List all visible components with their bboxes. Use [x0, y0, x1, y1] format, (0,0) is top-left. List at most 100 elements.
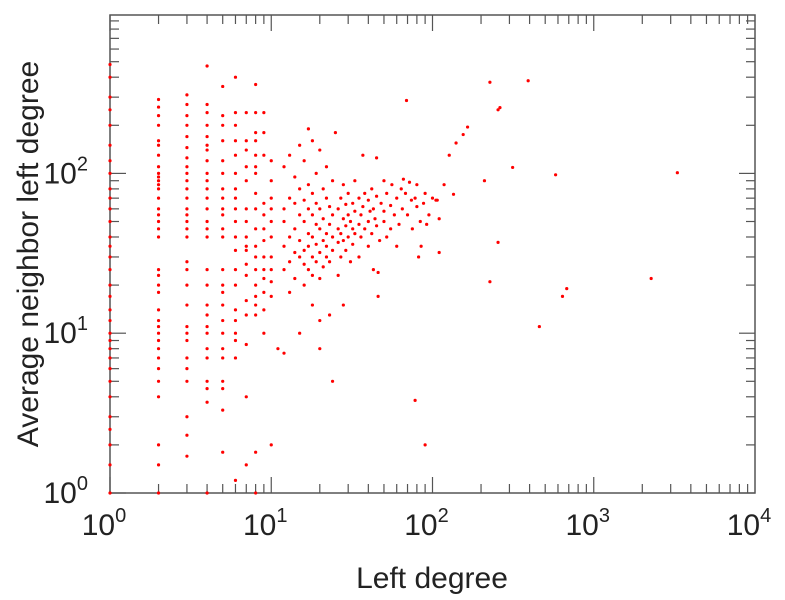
data-point: [156, 331, 161, 335]
data-point: [282, 268, 286, 272]
data-point: [417, 255, 421, 259]
data-point: [185, 415, 189, 419]
data-point: [330, 379, 335, 383]
data-point: [156, 175, 161, 179]
data-point: [156, 235, 161, 239]
data-point: [221, 171, 225, 175]
data-point: [341, 303, 345, 307]
tick-base: 10: [566, 509, 599, 542]
data-point: [327, 204, 332, 209]
tick-base: 10: [404, 509, 437, 542]
data-point: [370, 187, 374, 191]
data-point: [233, 219, 238, 224]
data-point: [310, 235, 315, 239]
data-point: [262, 238, 266, 243]
data-point: [403, 191, 408, 195]
data-points: [108, 62, 679, 495]
data-point: [205, 179, 209, 183]
data-point: [451, 192, 456, 196]
data-point: [330, 248, 335, 252]
data-point: [262, 227, 266, 231]
data-point: [108, 395, 112, 399]
tick-exponent: 2: [77, 153, 88, 175]
data-point: [397, 222, 401, 226]
data-point: [233, 318, 238, 323]
data-point: [395, 196, 399, 200]
data-point: [156, 338, 161, 343]
data-point: [205, 356, 209, 360]
data-point: [482, 179, 487, 183]
data-point: [389, 227, 393, 231]
x-tick-labels: 100 101 102 103 104: [82, 505, 772, 542]
data-point: [233, 187, 238, 191]
data-point: [233, 207, 238, 211]
data-point: [185, 219, 189, 224]
data-point: [254, 313, 258, 317]
data-point: [382, 179, 386, 183]
data-point: [108, 196, 112, 200]
data-point: [233, 283, 238, 287]
data-point: [185, 113, 189, 118]
data-point: [378, 238, 382, 243]
data-point: [205, 171, 209, 175]
data-point: [385, 191, 389, 195]
data-point: [221, 213, 225, 217]
data-point: [435, 198, 439, 202]
y-tick-label: 100: [44, 473, 89, 510]
data-point: [185, 268, 189, 272]
data-point: [427, 213, 431, 217]
data-point: [306, 207, 311, 211]
data-point: [244, 248, 248, 252]
data-point: [244, 207, 248, 211]
plot-frame: [109, 14, 756, 494]
data-point: [156, 347, 161, 351]
data-point: [221, 196, 225, 200]
data-point: [282, 244, 286, 248]
data-point: [108, 143, 112, 147]
data-point: [318, 318, 322, 323]
data-point: [392, 213, 396, 217]
data-point: [254, 171, 258, 175]
data-point: [262, 290, 266, 295]
data-point: [156, 273, 161, 277]
x-tick-label: 103: [566, 505, 611, 542]
data-point: [357, 255, 361, 259]
data-point: [302, 262, 306, 266]
data-point: [185, 235, 189, 239]
data-point: [269, 207, 273, 211]
data-point: [405, 213, 410, 217]
data-point: [233, 139, 238, 143]
data-point: [156, 153, 161, 157]
data-point: [185, 260, 189, 264]
data-point: [244, 219, 248, 224]
data-point: [302, 248, 306, 252]
data-point: [108, 108, 112, 112]
data-point: [221, 318, 225, 323]
data-point: [341, 238, 345, 243]
data-point: [565, 287, 569, 291]
data-point: [108, 294, 112, 298]
data-point: [254, 191, 258, 195]
data-point: [185, 102, 189, 107]
data-point: [366, 219, 370, 224]
data-point: [306, 127, 311, 131]
data-point: [269, 196, 273, 200]
data-point: [205, 134, 209, 139]
data-point: [108, 415, 112, 419]
data-point: [156, 207, 161, 211]
data-point: [496, 108, 500, 112]
data-point: [205, 303, 209, 307]
data-point: [185, 324, 189, 329]
tick-exponent: 4: [760, 505, 771, 527]
data-point: [108, 95, 112, 99]
tick-exponent: 1: [276, 505, 287, 527]
data-point: [254, 165, 258, 169]
data-point: [306, 268, 311, 272]
data-point: [108, 159, 112, 163]
data-point: [333, 131, 338, 135]
data-point: [302, 219, 306, 224]
data-point: [156, 268, 161, 272]
tick-base: 10: [727, 509, 760, 542]
data-point: [156, 463, 161, 467]
